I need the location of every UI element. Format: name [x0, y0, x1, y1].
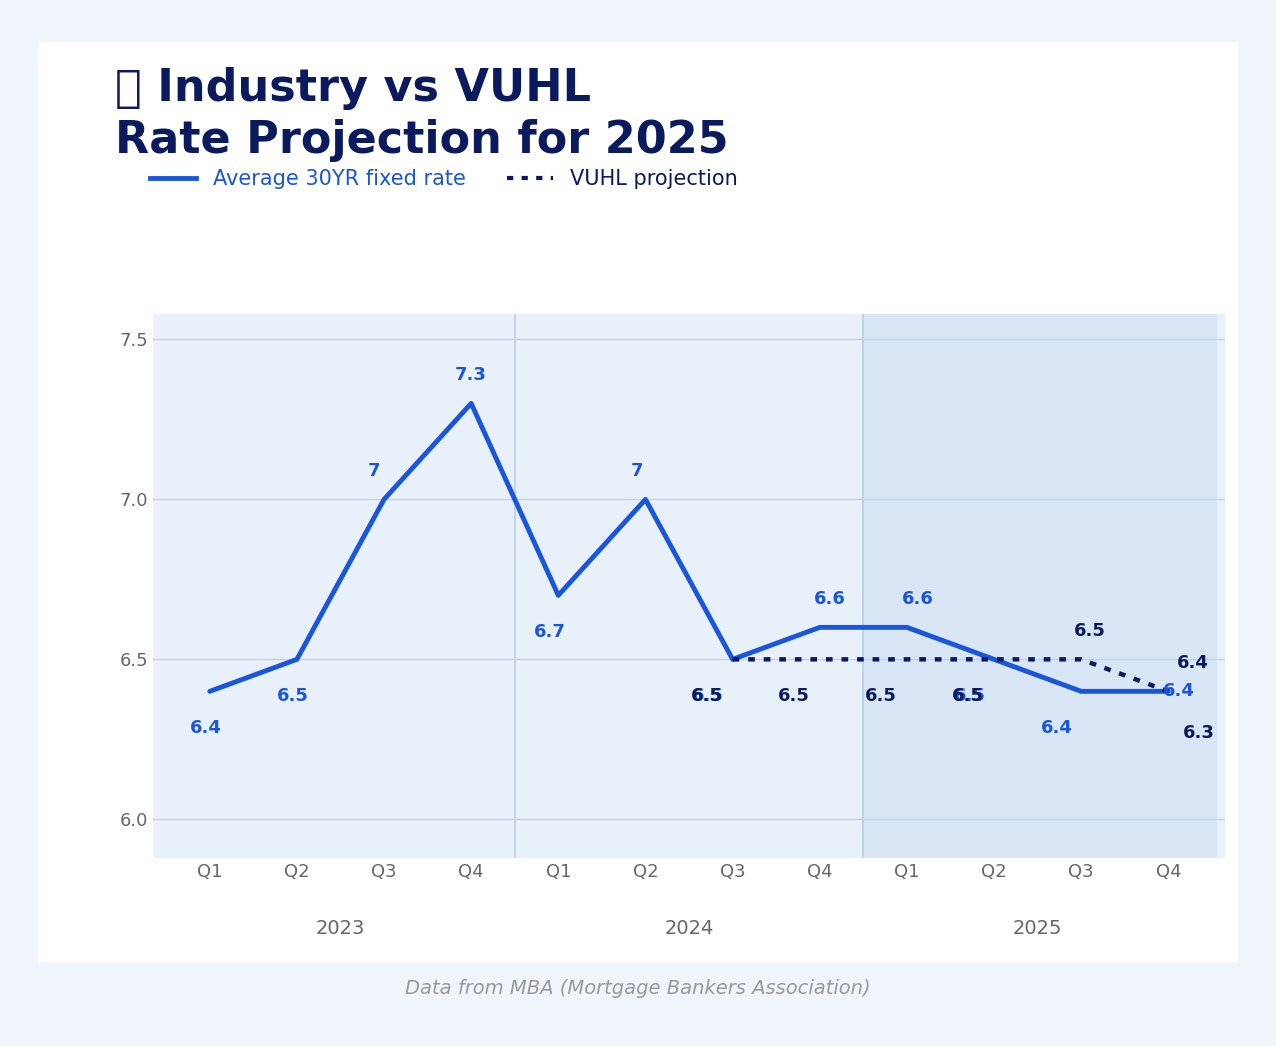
- Text: 6.5: 6.5: [777, 687, 809, 705]
- Text: 6.4: 6.4: [189, 720, 221, 737]
- Text: 6.7: 6.7: [533, 623, 565, 641]
- Text: 6.4: 6.4: [1162, 682, 1194, 701]
- Text: 6.5: 6.5: [277, 687, 309, 705]
- Text: 🏠 Industry vs VUHL: 🏠 Industry vs VUHL: [115, 67, 591, 110]
- Legend: Average 30YR fixed rate, VUHL projection: Average 30YR fixed rate, VUHL projection: [142, 161, 746, 198]
- Text: 6.6: 6.6: [901, 590, 933, 608]
- Text: 6.5: 6.5: [953, 687, 985, 705]
- Text: 6.4: 6.4: [1176, 654, 1208, 672]
- Text: 6.5: 6.5: [693, 687, 725, 705]
- Text: 2025: 2025: [1013, 918, 1063, 937]
- Text: 6.6: 6.6: [814, 590, 846, 608]
- Text: 6.4: 6.4: [1041, 720, 1073, 737]
- Text: Rate Projection for 2025: Rate Projection for 2025: [115, 119, 729, 162]
- Bar: [864, 314, 1216, 858]
- Text: 6.5: 6.5: [865, 687, 897, 705]
- Text: Data from MBA (Mortgage Bankers Association): Data from MBA (Mortgage Bankers Associat…: [406, 979, 870, 998]
- Text: 7.3: 7.3: [456, 366, 487, 384]
- Text: 6.5: 6.5: [952, 687, 984, 705]
- Text: 7: 7: [630, 461, 643, 479]
- Text: 6.5: 6.5: [690, 687, 722, 705]
- Text: 2024: 2024: [665, 918, 713, 937]
- Text: 6.5: 6.5: [1074, 621, 1106, 639]
- Text: 2023: 2023: [315, 918, 365, 937]
- Text: 7: 7: [367, 461, 380, 479]
- Text: 6.3: 6.3: [1183, 724, 1215, 742]
